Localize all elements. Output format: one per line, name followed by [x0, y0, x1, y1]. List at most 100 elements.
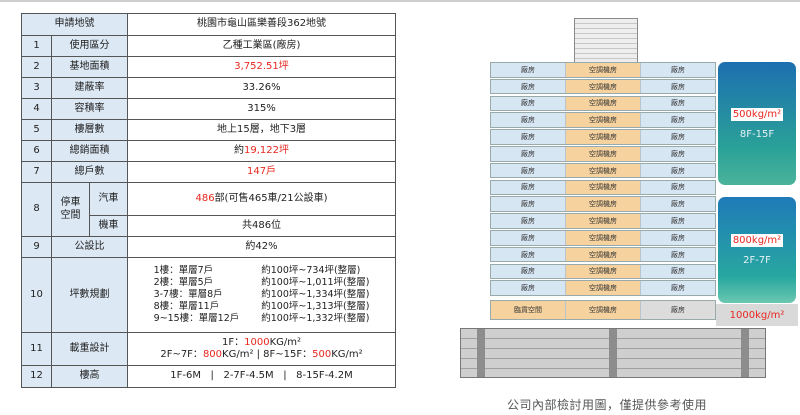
factory-cell: 廠房	[491, 63, 566, 77]
row-label: 載重設計	[50, 332, 129, 366]
car-count: 486	[195, 192, 215, 204]
floor-row: 廠房 空調機房 廠房	[490, 129, 716, 145]
load-value: 1000	[244, 336, 270, 348]
value-highlight: 19,122坪	[244, 144, 290, 156]
factory-cell: 廠房	[491, 197, 566, 211]
plan-sizes: 約100坪~734坪(整層) 約100坪~1,011坪(整層) 約100坪~1,…	[261, 265, 369, 326]
floor-row: 廠房 空調機房 廠房	[490, 112, 716, 128]
hvac-room-cell: 空調機房	[566, 180, 641, 195]
row-number: 6	[21, 140, 52, 162]
load-line-2: 2F~7F：800KG/m² | 8F~15F：500KG/m²	[128, 349, 395, 362]
factory-cell: 廠房	[641, 180, 715, 195]
row-label: 坪數規劃	[50, 257, 129, 333]
pillar	[477, 329, 485, 377]
floor-row: 廠房 空調機房 廠房	[490, 162, 716, 179]
table-row: 3 建蔽率 33.26%	[21, 77, 396, 99]
floor-row: 廠房 空調機房 廠房	[490, 280, 716, 296]
factory-cell: 廠房	[491, 214, 566, 228]
building-section-diagram: 廠房 空調機房 廠房 廠房 空調機房 廠房 廠房 空調機房 廠房 廠房 空調機房 廠房 廠房 空調機房 廠房…	[450, 12, 800, 407]
row-number: 11	[21, 332, 52, 366]
car-detail: 部(可售465車/21公設車)	[214, 192, 328, 204]
row-label: 樓高	[50, 365, 129, 388]
car-value: 486部(可售465車/21公設車)	[127, 182, 396, 216]
row-label: 容積率	[50, 98, 129, 120]
plan-size: 約100坪~1,334坪(整層)	[261, 288, 370, 300]
factory-cell: 廠房	[641, 231, 715, 245]
load-value: 500	[312, 349, 332, 360]
table-row: 機車 共486位	[22, 215, 396, 237]
floor-row: 廠房 空調機房 廠房	[490, 78, 716, 95]
row-value: 乙種工業區(廠房)	[127, 35, 396, 57]
floor-row: 廠房 空調機房 廠房	[490, 230, 716, 246]
factory-cell: 廠房	[491, 147, 566, 161]
row-label: 停車 空間	[51, 182, 90, 237]
header-value: 桃園市龜山區樂善段362地號	[127, 13, 396, 36]
hvac-room-cell: 空調機房	[566, 113, 641, 127]
row-number: 8	[21, 182, 52, 237]
hvac-room-cell: 空調機房	[566, 197, 641, 211]
factory-cell: 廠房	[641, 130, 715, 144]
hvac-room-cell: 空調機房	[566, 163, 641, 178]
table-header-row: 申請地號 桃園市龜山區樂善段362地號	[20, 13, 396, 36]
plan-grid: 1樓：單層7戶 2樓：單層5戶 3-7樓：單層8戶 8樓：單層11戶 9~15樓…	[128, 265, 395, 326]
plan-size: 約100坪~1,332坪(整層)	[261, 313, 370, 325]
table-row: 12 樓高 1F-6M | 2-7F-4.5M | 8-15F-4.2M	[21, 365, 396, 388]
plan-floors: 1樓：單層7戶 2樓：單層5戶 3-7樓：單層8戶 8樓：單層11戶 9~15樓…	[154, 265, 240, 326]
row-number: 12	[21, 365, 52, 388]
factory-cell: 廠房	[491, 163, 566, 178]
factory-cell: 廠房	[491, 113, 566, 127]
badge-load: 500kg/m²	[730, 107, 784, 121]
factory-cell: 廠房	[491, 79, 566, 94]
pillar	[609, 329, 617, 377]
floor-ground: 臨貨空間 空調機房 廠房	[490, 300, 716, 321]
plan-cell: 1樓：單層7戶 2樓：單層5戶 3-7樓：單層8戶 8樓：單層11戶 9~15樓…	[127, 257, 396, 333]
row-label: 公設比	[50, 236, 129, 258]
row-number: 1	[21, 35, 52, 57]
load-text: KG/m² | 8F~15F：	[222, 349, 313, 360]
row-value: 3,752.51坪	[127, 56, 396, 78]
floor-row: 廠房 空調機房 廠房	[490, 62, 716, 78]
row-label: 總銷面積	[50, 140, 129, 162]
load-badge-upper: 500kg/m² 8F-15F	[718, 62, 796, 185]
sub-label-car: 汽車	[88, 182, 129, 216]
floor-row: 廠房 空調機房 廠房	[490, 146, 716, 162]
table-row: 10 坪數規劃 1樓：單層7戶 2樓：單層5戶 3-7樓：單層8戶 8樓：單層1…	[21, 257, 396, 333]
badge-load: 800kg/m²	[730, 234, 784, 247]
load-unit: KG/m²	[331, 349, 363, 360]
table-row: 9 公設比 約42%	[21, 236, 396, 258]
load-cell: 1F：1000KG/m² 2F~7F：800KG/m² | 8F~15F：500…	[127, 332, 396, 366]
factory-cell: 廠房	[641, 113, 715, 127]
factory-cell: 廠房	[641, 79, 715, 94]
spec-table: 申請地號 桃園市龜山區樂善段362地號 1 使用區分 乙種工業區(廠房) 2 基…	[20, 13, 396, 388]
load-text: 1F：	[222, 336, 245, 348]
factory-cell: 廠房	[641, 301, 715, 320]
hvac-room-cell: 空調機房	[566, 63, 641, 77]
floor-row: 廠房 空調機房 廠房	[490, 196, 716, 212]
factory-cell: 廠房	[641, 63, 715, 77]
table-row: 11 載重設計 1F：1000KG/m² 2F~7F：800KG/m² | 8F…	[21, 332, 396, 366]
pillar	[741, 329, 749, 377]
floor-row: 廠房 空調機房 廠房	[490, 179, 716, 196]
badge-range: 2F-7F	[743, 255, 771, 266]
factory-cell: 廠房	[641, 96, 715, 111]
row-value: 地上15層，地下3層	[127, 119, 396, 141]
factory-cell: 廠房	[491, 281, 566, 295]
factory-cell: 廠房	[491, 247, 566, 262]
hvac-room-cell: 空調機房	[566, 147, 641, 161]
plan-floor: 8樓：單層11戶	[153, 301, 220, 313]
row-value: 315%	[127, 98, 396, 120]
rooftop-tower	[574, 18, 638, 69]
floor-row: 廠房 空調機房 廠房	[490, 95, 716, 112]
row-number: 7	[21, 161, 52, 183]
row-label: 樓層數	[50, 119, 129, 141]
plan-size: 約100坪~1,011坪(整層)	[261, 276, 370, 288]
sub-label-moto: 機車	[88, 215, 129, 237]
factory-cell: 廠房	[641, 214, 715, 228]
load-unit: KG/m²	[269, 336, 302, 348]
table-row: 5 樓層數 地上15層，地下3層	[21, 119, 396, 141]
row-label: 總戶數	[50, 161, 129, 183]
table-row: 7 總戶數 147戶	[21, 161, 396, 183]
top-divider	[0, 0, 800, 2]
load-value: 800	[202, 349, 223, 360]
row-label: 建蔽率	[50, 77, 129, 99]
